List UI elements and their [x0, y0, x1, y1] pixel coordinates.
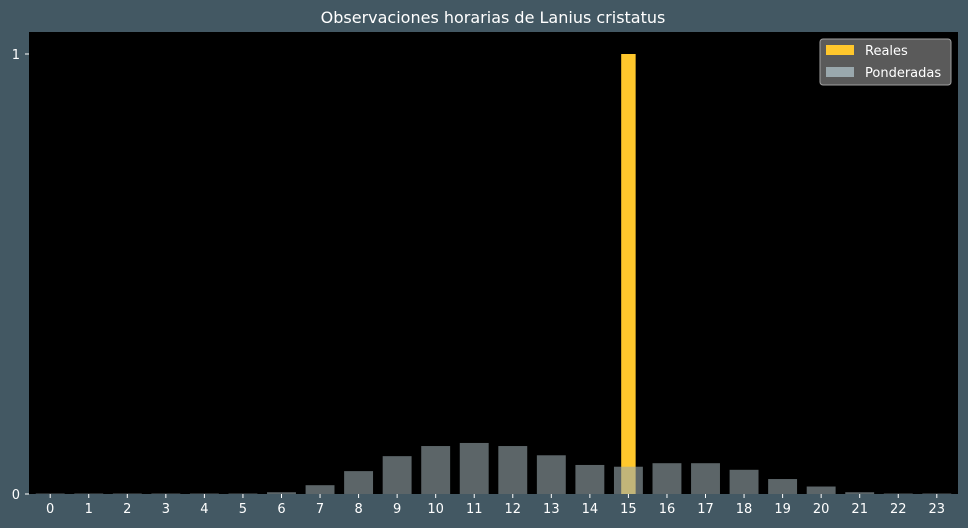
legend-swatch-ponderadas: [826, 67, 854, 77]
x-tick-label: 17: [697, 502, 714, 517]
bar-ponderadas-14: [575, 464, 605, 494]
x-tick-label: 6: [277, 502, 285, 517]
bar-ponderadas-18: [729, 469, 759, 494]
x-tick-label: 9: [393, 502, 401, 517]
x-tick-label: 15: [620, 502, 637, 517]
x-tick-label: 4: [200, 502, 208, 517]
y-tick-label: 0: [12, 488, 20, 503]
bar-ponderadas-20: [806, 486, 836, 494]
x-tick-label: 13: [543, 502, 560, 517]
bar-ponderadas-21: [845, 492, 875, 494]
bar-ponderadas-17: [691, 463, 720, 494]
bar-ponderadas-16: [652, 463, 682, 494]
bar-ponderadas-19: [768, 479, 798, 494]
bar-ponderadas-11: [459, 442, 489, 494]
bar-ponderadas-10: [421, 446, 451, 494]
bar-ponderadas-13: [536, 455, 566, 494]
x-tick-label: 19: [774, 502, 791, 517]
x-tick-label: 12: [505, 502, 522, 517]
bar-ponderadas-15: [613, 466, 643, 494]
series-ponderadas: [35, 442, 952, 494]
chart-title: Observaciones horarias de Lanius cristat…: [321, 8, 666, 27]
x-tick-label: 2: [123, 502, 131, 517]
x-tick-label: 18: [736, 502, 753, 517]
bar-ponderadas-12: [498, 446, 528, 494]
bar-ponderadas-7: [305, 485, 335, 494]
x-tick-label: 0: [46, 502, 54, 517]
series-reales: [621, 54, 636, 494]
legend-swatch-reales: [826, 45, 854, 55]
x-tick-label: 3: [162, 502, 170, 517]
bar-ponderadas-9: [382, 456, 412, 494]
x-tick-label: 11: [466, 502, 483, 517]
x-tick-label: 23: [929, 502, 946, 517]
x-tick-label: 7: [316, 502, 324, 517]
legend-label-ponderadas: Ponderadas: [865, 66, 941, 81]
x-tick-label: 8: [354, 502, 362, 517]
x-tick-label: 5: [239, 502, 247, 517]
y-tick-label: 1: [12, 48, 20, 63]
x-tick-label: 1: [85, 502, 93, 517]
x-tick-label: 16: [659, 502, 676, 517]
bar-ponderadas-6: [267, 492, 296, 494]
bar-ponderadas-8: [344, 471, 374, 494]
x-tick-label: 22: [890, 502, 907, 517]
y-axis: 01: [12, 48, 29, 503]
legend: Reales Ponderadas: [819, 38, 952, 86]
x-axis: 0 1 2 3 4 5 6 7 8 9 10 11 12 13 14 15 16 17 18 19 20 21 22 23: [46, 494, 945, 517]
x-tick-label: 14: [582, 502, 599, 517]
plot-area: [29, 32, 958, 494]
bar-reales-15: [621, 54, 636, 494]
x-tick-label: 20: [813, 502, 830, 517]
x-tick-label: 21: [851, 502, 868, 517]
x-tick-label: 10: [427, 502, 444, 517]
legend-label-reales: Reales: [865, 44, 908, 59]
